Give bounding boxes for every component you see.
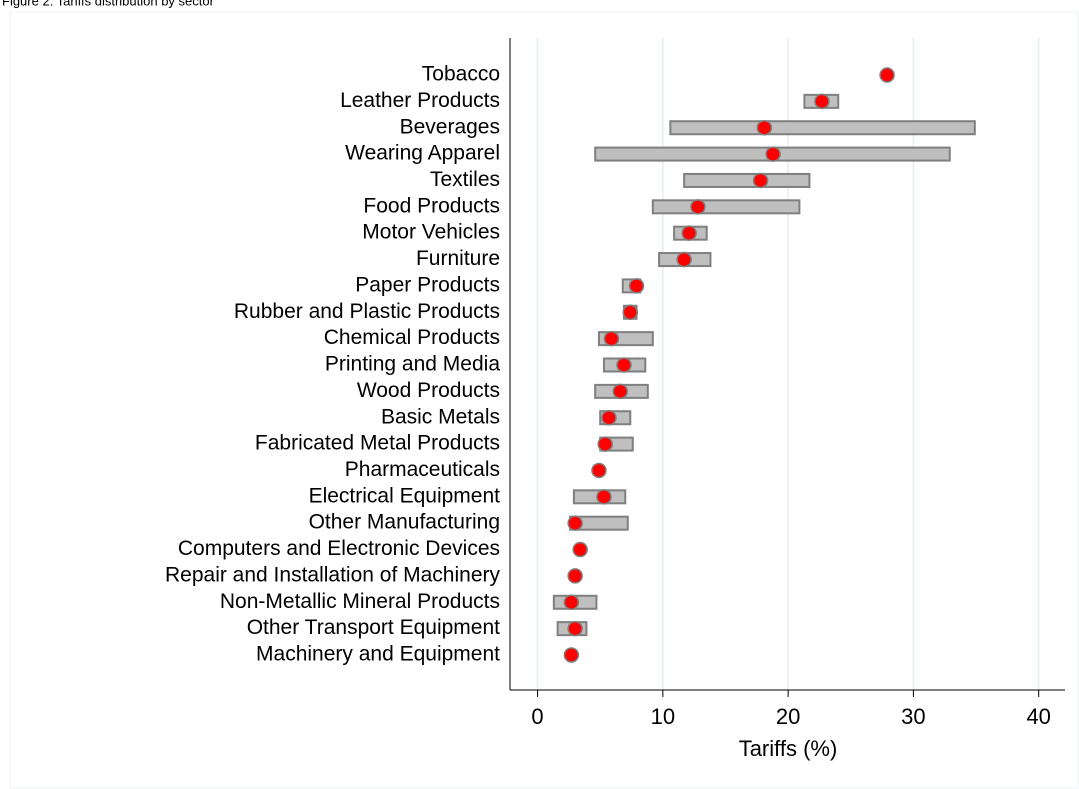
category-label: Wearing Apparel bbox=[345, 142, 500, 165]
category-label: Food Products bbox=[363, 194, 500, 217]
dot bbox=[814, 93, 830, 110]
category-label: Wood Products bbox=[357, 379, 500, 402]
category-label: Non-Metallic Mineral Products bbox=[220, 590, 500, 613]
x-tick-label: 20 bbox=[776, 704, 800, 729]
dot bbox=[603, 330, 620, 347]
x-axis-label: Tariffs (%) bbox=[739, 736, 838, 761]
category-label: Fabricated Metal Products bbox=[255, 432, 500, 455]
category-label: Rubber and Plastic Products bbox=[234, 300, 500, 323]
category-label: Tobacco bbox=[422, 63, 500, 86]
x-tick-label: 30 bbox=[901, 704, 925, 729]
dot bbox=[752, 172, 769, 189]
x-tick-label: 40 bbox=[1026, 704, 1050, 729]
category-label: Basic Metals bbox=[381, 405, 500, 428]
range-bar bbox=[669, 120, 976, 136]
category-label: Chemical Products bbox=[324, 326, 500, 349]
category-label: Furniture bbox=[416, 247, 500, 270]
category-label: Other Manufacturing bbox=[309, 511, 500, 534]
dot bbox=[572, 541, 588, 558]
range-bar bbox=[651, 199, 801, 215]
dot bbox=[681, 225, 697, 241]
dot bbox=[567, 515, 583, 531]
dot bbox=[765, 146, 781, 162]
dot bbox=[756, 119, 773, 136]
category-label: Repair and Installation of Machinery bbox=[165, 563, 501, 586]
x-tick-label: 10 bbox=[651, 704, 675, 729]
dot bbox=[879, 67, 895, 83]
dot bbox=[563, 594, 580, 611]
dot bbox=[567, 568, 583, 584]
dot bbox=[563, 647, 580, 663]
dot bbox=[591, 462, 607, 479]
dot bbox=[596, 489, 612, 505]
category-label: Other Transport Equipment bbox=[247, 616, 500, 639]
category-label: Electrical Equipment bbox=[309, 484, 501, 507]
dot bbox=[622, 304, 639, 321]
category-label: Computers and Electronic Devices bbox=[178, 537, 500, 560]
dot bbox=[612, 383, 628, 400]
dot bbox=[567, 620, 583, 637]
category-label: Leather Products bbox=[340, 89, 500, 112]
dot bbox=[676, 251, 692, 268]
dot bbox=[601, 409, 617, 426]
chart-title: Figure 2: Tariffs distribution by sector bbox=[2, 0, 215, 8]
category-label: Machinery and Equipment bbox=[256, 643, 500, 666]
range-bar bbox=[683, 172, 811, 188]
dot bbox=[690, 199, 706, 215]
category-label: Textiles bbox=[430, 168, 500, 191]
dot bbox=[597, 436, 613, 452]
category-label: Printing and Media bbox=[325, 353, 500, 376]
category-label: Motor Vehicles bbox=[362, 221, 500, 244]
dot bbox=[616, 357, 632, 373]
category-label: Pharmaceuticals bbox=[345, 458, 500, 481]
dot bbox=[628, 278, 645, 294]
x-tick-label: 0 bbox=[531, 704, 543, 729]
category-label: Beverages bbox=[400, 115, 500, 138]
category-label: Paper Products bbox=[355, 273, 500, 296]
panel-frame bbox=[9, 11, 1079, 789]
